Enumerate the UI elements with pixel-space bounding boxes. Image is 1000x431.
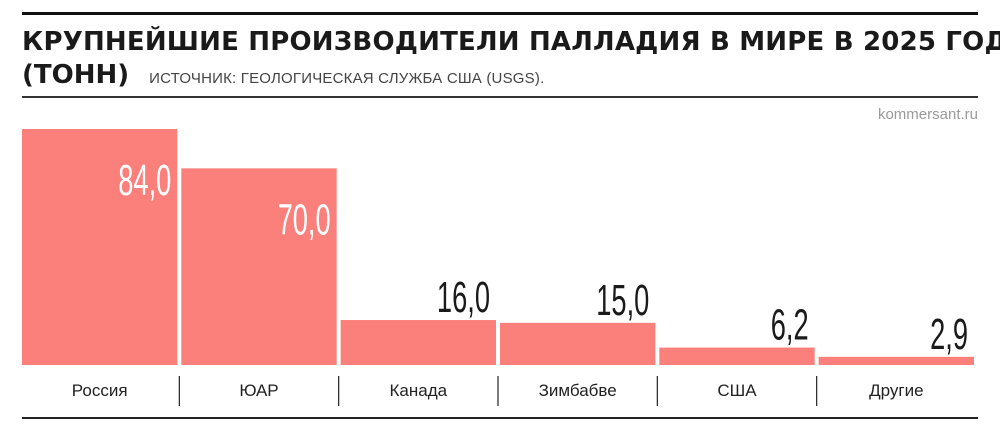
- value-label-2: 70,0: [278, 195, 331, 244]
- category-label-3: Канада: [390, 381, 448, 400]
- value-label-5: 6,2: [771, 300, 809, 349]
- bar-1: [22, 129, 178, 365]
- watermark: kommersant.ru: [877, 106, 978, 123]
- value-label-6: 2,9: [930, 309, 968, 358]
- chart-title: КРУПНЕЙШИЕ ПРОИЗВОДИТЕЛИ ПАЛЛАДИЯ В МИРЕ…: [22, 27, 1000, 57]
- bar-4: [500, 322, 656, 365]
- subtitle-line: (ТОНН) ИСТОЧНИК: ГЕОЛОГИЧЕСКАЯ СЛУЖБА СШ…: [22, 59, 978, 91]
- bar-5: [659, 347, 815, 365]
- unit-label: (ТОНН): [22, 60, 130, 90]
- header-divider: [22, 96, 978, 98]
- category-label-4: Зимбабве: [539, 381, 617, 400]
- title-block: КРУПНЕЙШИЕ ПРОИЗВОДИТЕЛИ ПАЛЛАДИЯ В МИРЕ…: [22, 25, 1000, 91]
- category-label-5: США: [717, 381, 757, 400]
- bar-3: [340, 320, 496, 365]
- value-label-3: 16,0: [437, 272, 490, 321]
- value-label-4: 15,0: [596, 275, 649, 324]
- value-label-1: 84,0: [118, 155, 171, 204]
- category-label-2: ЮАР: [239, 381, 278, 400]
- category-label-6: Другие: [869, 381, 923, 400]
- top-rule: [22, 12, 978, 15]
- bar-2: [181, 168, 337, 365]
- source-note: ИСТОЧНИК: ГЕОЛОГИЧЕСКАЯ СЛУЖБА США (USGS…: [149, 70, 545, 87]
- category-label-1: Россия: [72, 381, 128, 400]
- bar-6: [818, 356, 974, 365]
